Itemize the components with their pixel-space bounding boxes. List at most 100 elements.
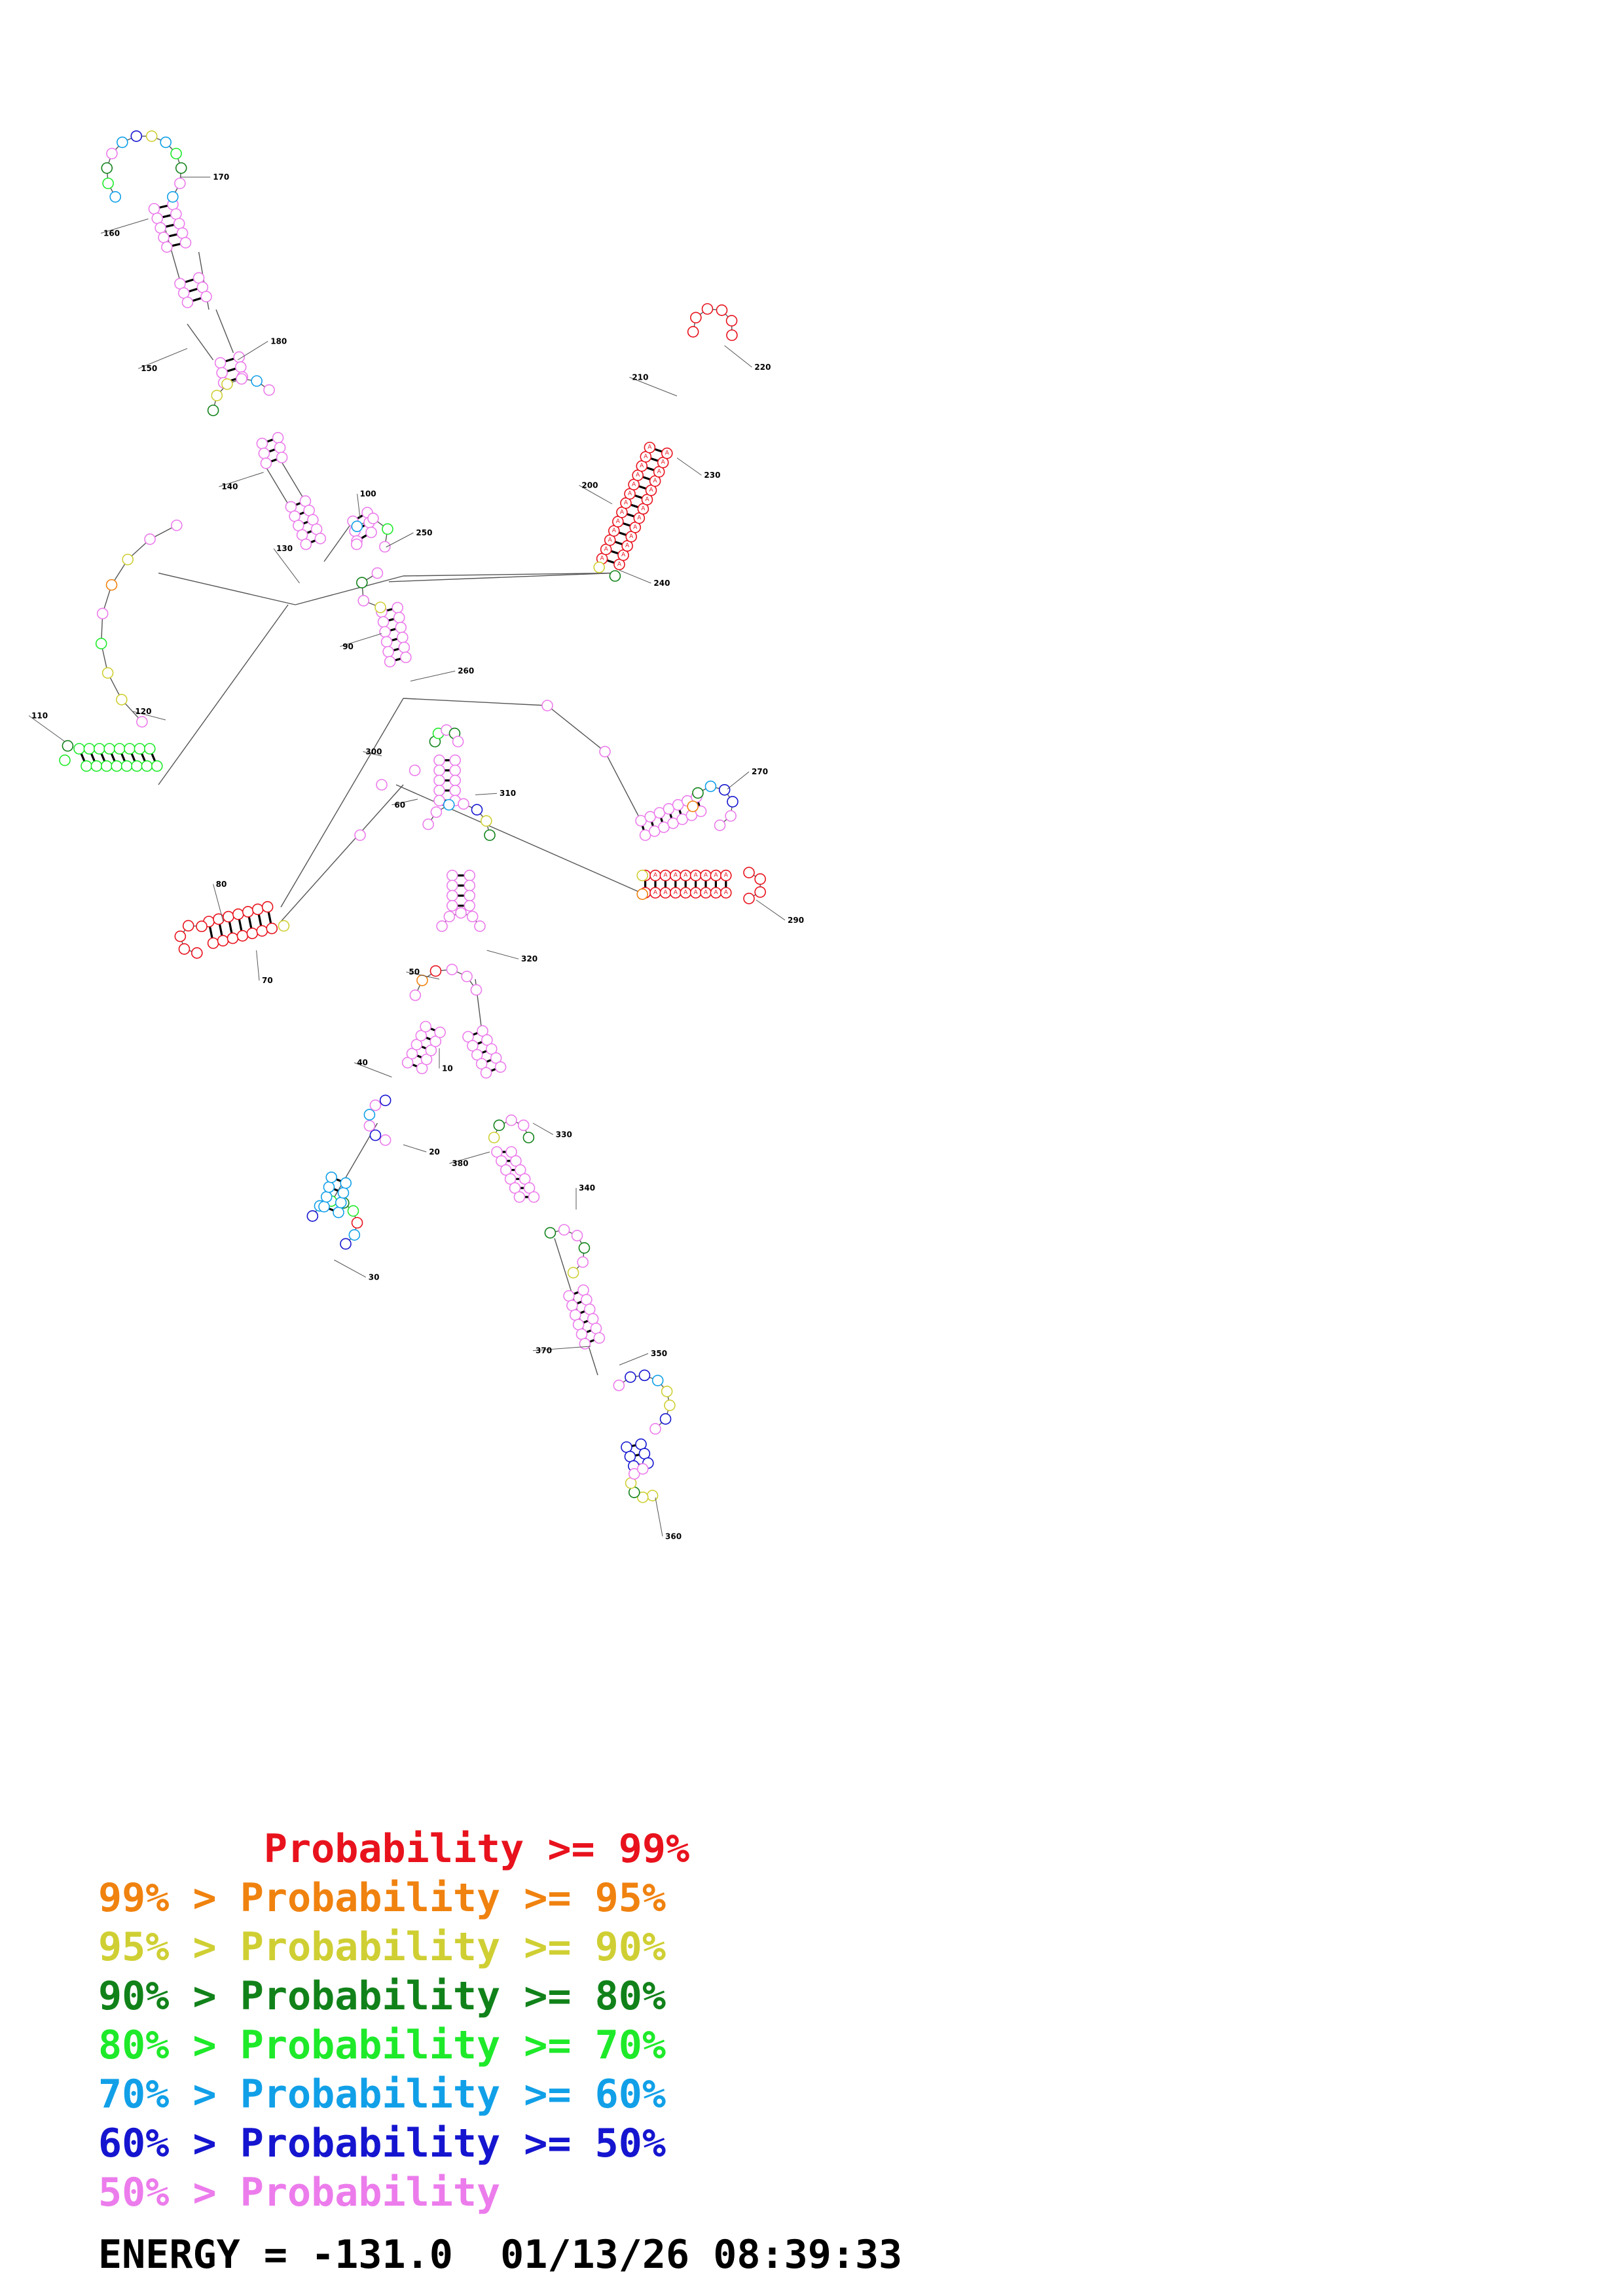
nucleotide-347 [636,1463,649,1475]
nucleotides: AAAAAAAAAAAAAAAAAAAAAAAAAAAAAAAAAAAAAAAA… [59,130,766,1503]
nucleotide-64 [351,520,363,533]
nucleotide-255 [410,1039,423,1050]
nucleotide-63 [350,538,363,550]
nucleotide-245 [409,989,422,1001]
svg-text:A: A [612,528,617,534]
nucleotide-318 [566,1299,578,1312]
nucleotide-3 [151,212,164,224]
nucleotide-72 [94,743,105,755]
nucleotide-84 [62,740,74,752]
nucleotide-96 [392,601,404,614]
nucleotide-265 [471,1049,483,1061]
nucleotide-311 [558,1224,570,1236]
nucleotide-307 [523,1182,536,1194]
position-label: 210 [632,372,648,382]
nucleotide-292 [340,1177,352,1189]
nucleotide-194: A [680,869,691,882]
nucleotide-305 [519,1173,531,1185]
nucleotide-14 [106,147,118,160]
svg-text:A: A [647,444,652,451]
nucleotide-350 [354,829,366,841]
legend-item-80: 90% > Probability >= 80% [98,1973,666,2019]
nucleotide-269 [480,1067,492,1079]
svg-text:A: A [628,491,632,497]
nucleotide-88 [101,667,114,679]
position-label: 70 [262,976,273,985]
nucleotide-201: A [710,887,722,899]
position-label: 380 [452,1159,468,1168]
nucleotide-42 [272,431,284,444]
nucleotide-101 [380,636,393,648]
connector-line [363,751,382,757]
position-label: 370 [536,1346,552,1355]
nucleotide-252 [416,1062,428,1075]
position-label: 120 [135,707,151,716]
legend-item-99: Probability >= 99% [98,1826,690,1872]
nucleotide-262 [477,1025,488,1037]
svg-text:A: A [617,561,622,567]
nucleotide-97 [377,616,390,628]
nucleotide-346 [628,1468,640,1480]
nucleotide-29 [214,357,227,369]
nucleotide-196: A [689,869,702,882]
connector-line [403,572,613,577]
nucleotide-254 [420,1053,433,1066]
nucleotide-290 [337,1187,350,1199]
svg-text:A: A [704,872,708,879]
nucleotide-92 [122,554,134,565]
nucleotide-198: A [700,869,712,882]
nucleotide-335 [649,1423,661,1435]
connector-line [676,457,702,476]
nucleotide-110 [371,567,384,579]
nucleotide-102 [396,632,409,643]
position-label: 90 [342,642,354,651]
connector-line [403,698,548,706]
nucleotide-286 [333,1206,344,1219]
nucleotide-127: A [628,478,640,491]
nucleotide-215 [449,774,462,787]
connector-line [138,348,188,369]
nucleotide-37 [221,378,233,390]
nucleotide-193: A [670,887,682,899]
svg-text:A: A [624,500,629,507]
nucleotide-210 [433,754,445,766]
nucleotide-105 [384,656,396,668]
connector-line [395,784,642,893]
connector-line [724,345,752,368]
nucleotide-146 [207,937,219,949]
connector-line [354,1062,392,1078]
position-label: 320 [521,954,538,963]
nucleotide-38 [236,373,247,385]
nucleotide-328 [613,1379,625,1391]
connector-line [604,751,642,821]
nucleotide-9 [161,241,173,253]
svg-text:A: A [621,552,626,558]
nucleotide-249 [461,971,473,982]
svg-text:A: A [640,463,644,469]
connector-line [28,715,65,742]
svg-text:A: A [694,872,699,879]
position-label: 220 [754,363,771,372]
nucleotide-349 [599,745,611,758]
position-label: 20 [429,1147,440,1157]
connector-line [486,950,519,960]
nucleotide-263 [467,1039,479,1052]
nucleotide-306 [509,1182,521,1194]
connector-line [215,309,234,353]
nucleotide-80 [134,743,146,755]
nucleotide-18 [160,136,172,149]
nucleotide-296 [517,1119,530,1132]
svg-text:A: A [661,459,666,466]
connector-line [280,698,404,908]
nucleotide-237 [464,889,476,902]
nucleotide-139 [701,303,714,315]
position-label: 250 [416,528,432,537]
nucleotide-192: A [670,869,682,882]
energy-footer: ENERGY = -131.0 01/13/26 08:39:33 [98,2232,903,2278]
connector-line [340,633,382,647]
connector-line [619,1353,649,1366]
connector-line [619,569,651,584]
connector-line [392,798,418,806]
svg-text:A: A [674,889,678,896]
nucleotide-19 [170,147,182,160]
